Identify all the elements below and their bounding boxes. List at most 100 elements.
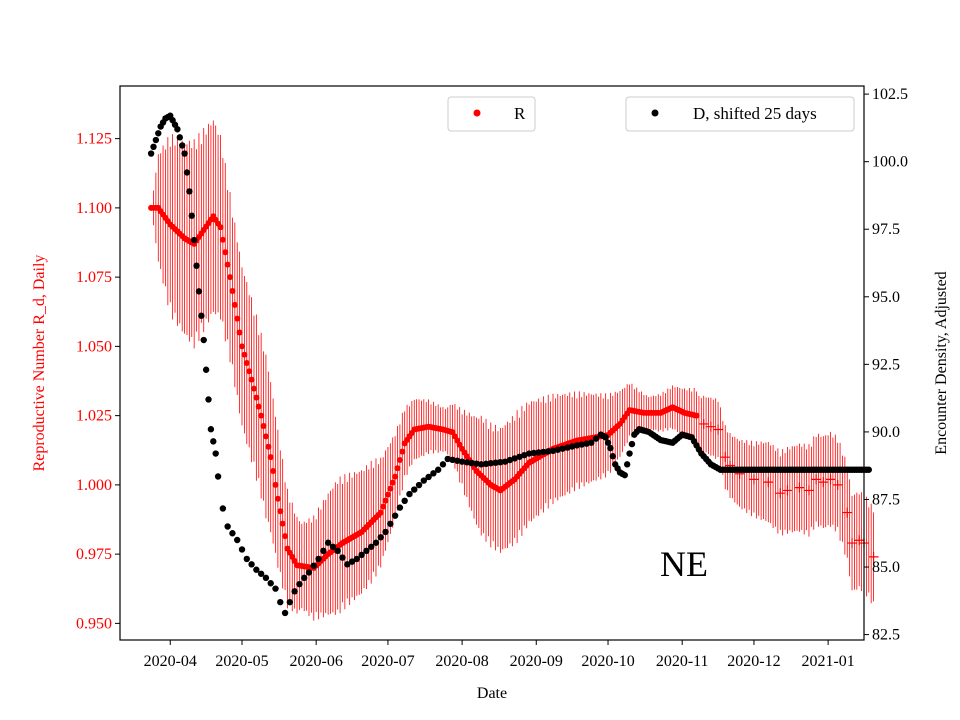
d-point — [382, 528, 389, 536]
d-point — [487, 460, 495, 467]
d-point — [193, 262, 200, 269]
d-point — [525, 450, 533, 457]
d-point — [401, 497, 408, 505]
d-point — [155, 130, 162, 137]
d-point — [229, 530, 236, 537]
d-point — [377, 534, 384, 541]
y-left-tick-label: 1.050 — [76, 338, 112, 355]
d-point — [329, 543, 337, 550]
x-tick-label: 2020-04 — [144, 653, 197, 670]
d-point — [391, 512, 399, 519]
d-series — [147, 112, 872, 617]
d-point — [454, 457, 461, 464]
d-point — [492, 459, 499, 466]
r-plus-point — [720, 452, 731, 463]
d-point — [865, 466, 872, 473]
d-point — [439, 461, 447, 468]
d-point — [545, 448, 552, 455]
y-right-tick-label: 90.0 — [872, 424, 900, 441]
r-plus-point — [818, 477, 829, 488]
x-tick-label: 2020-12 — [727, 653, 780, 670]
d-point — [238, 546, 246, 553]
r-point — [231, 301, 238, 308]
d-point — [291, 588, 298, 595]
d-point — [344, 561, 351, 568]
d-point — [301, 574, 308, 582]
r-plus-point — [748, 474, 759, 485]
r-point — [255, 403, 262, 410]
x-tick-label: 2020-10 — [581, 653, 634, 670]
d-point — [272, 585, 279, 592]
d-point — [406, 490, 413, 498]
d-point — [396, 504, 404, 511]
y-right-tick-label: 100.0 — [872, 154, 908, 171]
d-point — [210, 438, 217, 445]
y-axis-left-title: Reproductive Number R_d, Daily — [31, 255, 48, 472]
d-point — [578, 441, 585, 448]
d-point — [281, 609, 289, 617]
x-axis-title: Date — [477, 685, 507, 702]
x-tick-label: 2020-07 — [361, 653, 414, 670]
d-point — [609, 453, 617, 460]
d-point — [604, 439, 612, 446]
d-point — [559, 445, 566, 452]
r-point — [384, 491, 391, 498]
y-right-tick-label: 85.0 — [872, 559, 900, 576]
legend-d-label: D, shifted 25 days — [693, 104, 817, 123]
d-point — [535, 449, 542, 456]
r-point — [222, 249, 229, 256]
r-point — [246, 368, 253, 375]
d-point — [554, 446, 561, 453]
d-point — [224, 523, 231, 530]
d-point — [262, 574, 270, 582]
legend-d-box — [625, 96, 855, 132]
d-point — [186, 188, 193, 195]
r-plus-point — [794, 482, 805, 493]
r-point — [236, 329, 243, 336]
d-point — [549, 447, 557, 455]
legend-d: D, shifted 25 days — [625, 96, 855, 132]
r-plus-point — [811, 474, 822, 485]
y-left-tick-label: 0.950 — [76, 615, 112, 632]
y-left-tick-label: 1.125 — [76, 131, 112, 148]
d-point — [248, 561, 255, 568]
legend-r-label: R — [514, 104, 526, 123]
d-point — [367, 543, 375, 550]
r-plus-point — [868, 551, 879, 562]
r-plus-point — [832, 479, 843, 490]
d-point — [200, 336, 207, 344]
d-point — [358, 551, 365, 559]
y-right-tick-label: 82.5 — [872, 627, 900, 644]
d-point — [411, 486, 418, 493]
d-point — [363, 547, 370, 555]
d-point — [482, 460, 490, 468]
r-point — [229, 287, 236, 294]
r-point — [260, 423, 267, 430]
d-point — [564, 444, 571, 451]
r-point — [274, 495, 281, 502]
d-point — [430, 470, 437, 477]
r-point — [234, 315, 241, 322]
r-point — [219, 236, 226, 243]
x-axis: 2020-04 2020-05 2020-06 2020-07 2020-08 2020-… — [144, 640, 855, 670]
d-point — [190, 236, 198, 244]
d-point — [425, 473, 432, 481]
y-right-tick-label: 92.5 — [872, 356, 900, 373]
r-point — [387, 485, 394, 492]
legend-r-marker — [473, 109, 481, 117]
d-point — [178, 142, 186, 149]
d-point — [150, 143, 157, 151]
y-right-tick-label: 97.5 — [872, 221, 900, 238]
d-point — [387, 520, 394, 527]
d-point — [607, 444, 614, 452]
d-point — [152, 136, 160, 144]
r-plus-point — [847, 538, 858, 549]
r-plus-point — [775, 488, 786, 499]
legend-d-marker — [651, 109, 659, 117]
d-point — [588, 439, 595, 446]
d-point — [234, 536, 241, 544]
d-point — [205, 396, 212, 403]
d-point — [253, 566, 260, 573]
d-point — [497, 458, 504, 466]
d-point — [202, 366, 210, 373]
